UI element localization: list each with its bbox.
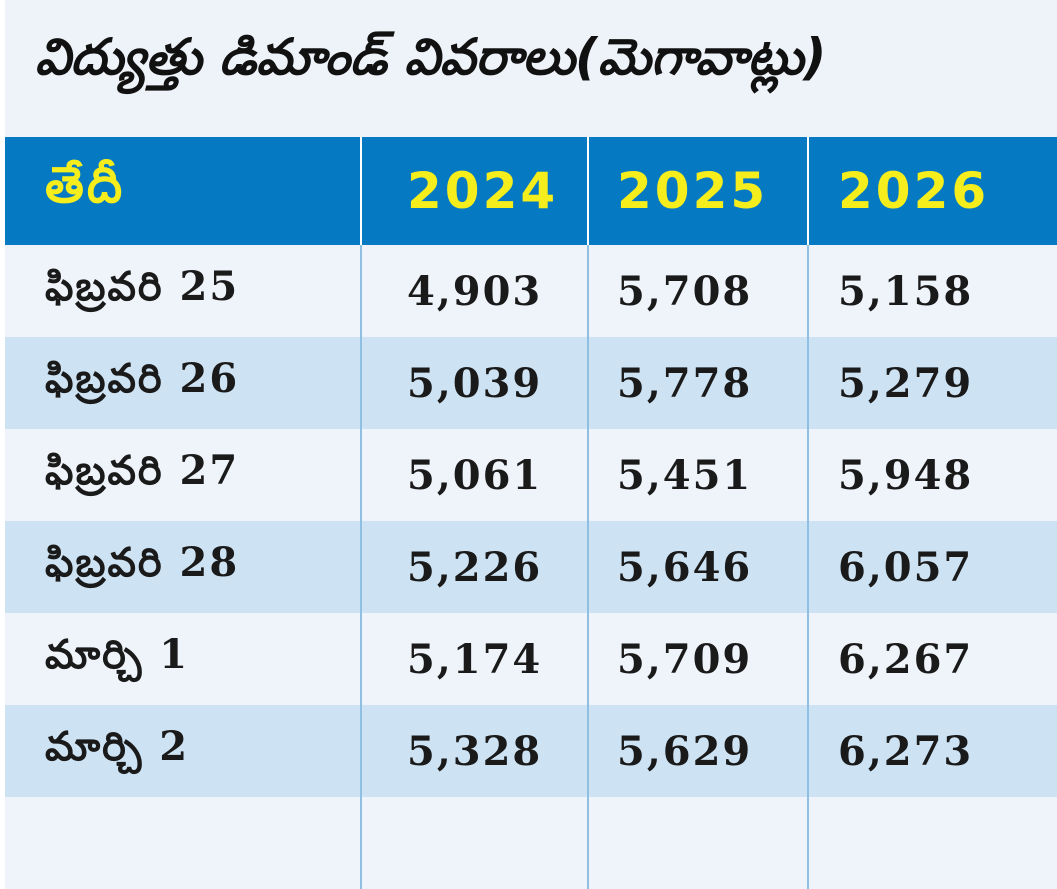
column-divider (360, 521, 362, 613)
value-2024: 5,174 (407, 635, 543, 683)
value-2026: 5,279 (838, 359, 974, 407)
value-2026: 5,158 (838, 267, 974, 315)
date-cell: ఫిబ్రవరి 28 (45, 538, 240, 586)
column-divider (587, 521, 589, 613)
table-header: తేదీ 2024 2025 2026 (5, 137, 1057, 245)
value-2025: 5,708 (617, 267, 753, 315)
title-area: విద్యుత్తు డిమాండ్ వివరాలు(మెగావాట్లు) (5, 0, 1057, 137)
value-2025: 5,778 (617, 359, 753, 407)
column-divider (360, 337, 362, 429)
value-2024: 5,328 (407, 727, 543, 775)
table-title: విద్యుత్తు డిమాండ్ వివరాలు(మెగావాట్లు) (35, 28, 827, 86)
column-divider (807, 137, 809, 245)
value-2025: 5,451 (617, 451, 753, 499)
header-2024: 2024 (407, 162, 559, 220)
value-2024: 4,903 (407, 267, 543, 315)
column-divider (807, 245, 809, 337)
column-divider (360, 705, 362, 797)
date-cell: మార్చి 1 (45, 630, 190, 678)
column-divider (360, 245, 362, 337)
header-date: తేదీ (45, 155, 126, 214)
value-2024: 5,061 (407, 451, 543, 499)
table-row: ఫిబ్రవరి 27 5,061 5,451 5,948 (5, 429, 1057, 521)
value-2025: 5,709 (617, 635, 753, 683)
value-2024: 5,039 (407, 359, 543, 407)
column-divider (587, 137, 589, 245)
header-2025: 2025 (617, 162, 769, 220)
column-divider (360, 797, 362, 889)
value-2026: 5,948 (838, 451, 974, 499)
date-cell: ఫిబ్రవరి 26 (45, 354, 240, 402)
value-2024: 5,226 (407, 543, 543, 591)
value-2025: 5,646 (617, 543, 753, 591)
column-divider (360, 429, 362, 521)
column-divider (587, 337, 589, 429)
date-cell: ఫిబ్రవరి 27 (45, 446, 240, 494)
column-divider (360, 613, 362, 705)
column-divider (587, 613, 589, 705)
header-2026: 2026 (838, 162, 990, 220)
column-divider (807, 521, 809, 613)
table-row-partial (5, 797, 1057, 889)
column-divider (587, 245, 589, 337)
table-row: ఫిబ్రవరి 26 5,039 5,778 5,279 (5, 337, 1057, 429)
column-divider (587, 797, 589, 889)
column-divider (807, 705, 809, 797)
table-row: ఫిబ్రవరి 28 5,226 5,646 6,057 (5, 521, 1057, 613)
value-2026: 6,273 (838, 727, 974, 775)
value-2026: 6,057 (838, 543, 974, 591)
date-cell: మార్చి 2 (45, 722, 190, 770)
table-row: మార్చి 1 5,174 5,709 6,267 (5, 613, 1057, 705)
column-divider (587, 705, 589, 797)
date-cell: ఫిబ్రవరి 25 (45, 262, 240, 310)
column-divider (807, 429, 809, 521)
column-divider (807, 337, 809, 429)
column-divider (807, 613, 809, 705)
column-divider (587, 429, 589, 521)
column-divider (360, 137, 362, 245)
table-row: ఫిబ్రవరి 25 4,903 5,708 5,158 (5, 245, 1057, 337)
value-2025: 5,629 (617, 727, 753, 775)
column-divider (807, 797, 809, 889)
value-2026: 6,267 (838, 635, 974, 683)
table-row: మార్చి 2 5,328 5,629 6,273 (5, 705, 1057, 797)
